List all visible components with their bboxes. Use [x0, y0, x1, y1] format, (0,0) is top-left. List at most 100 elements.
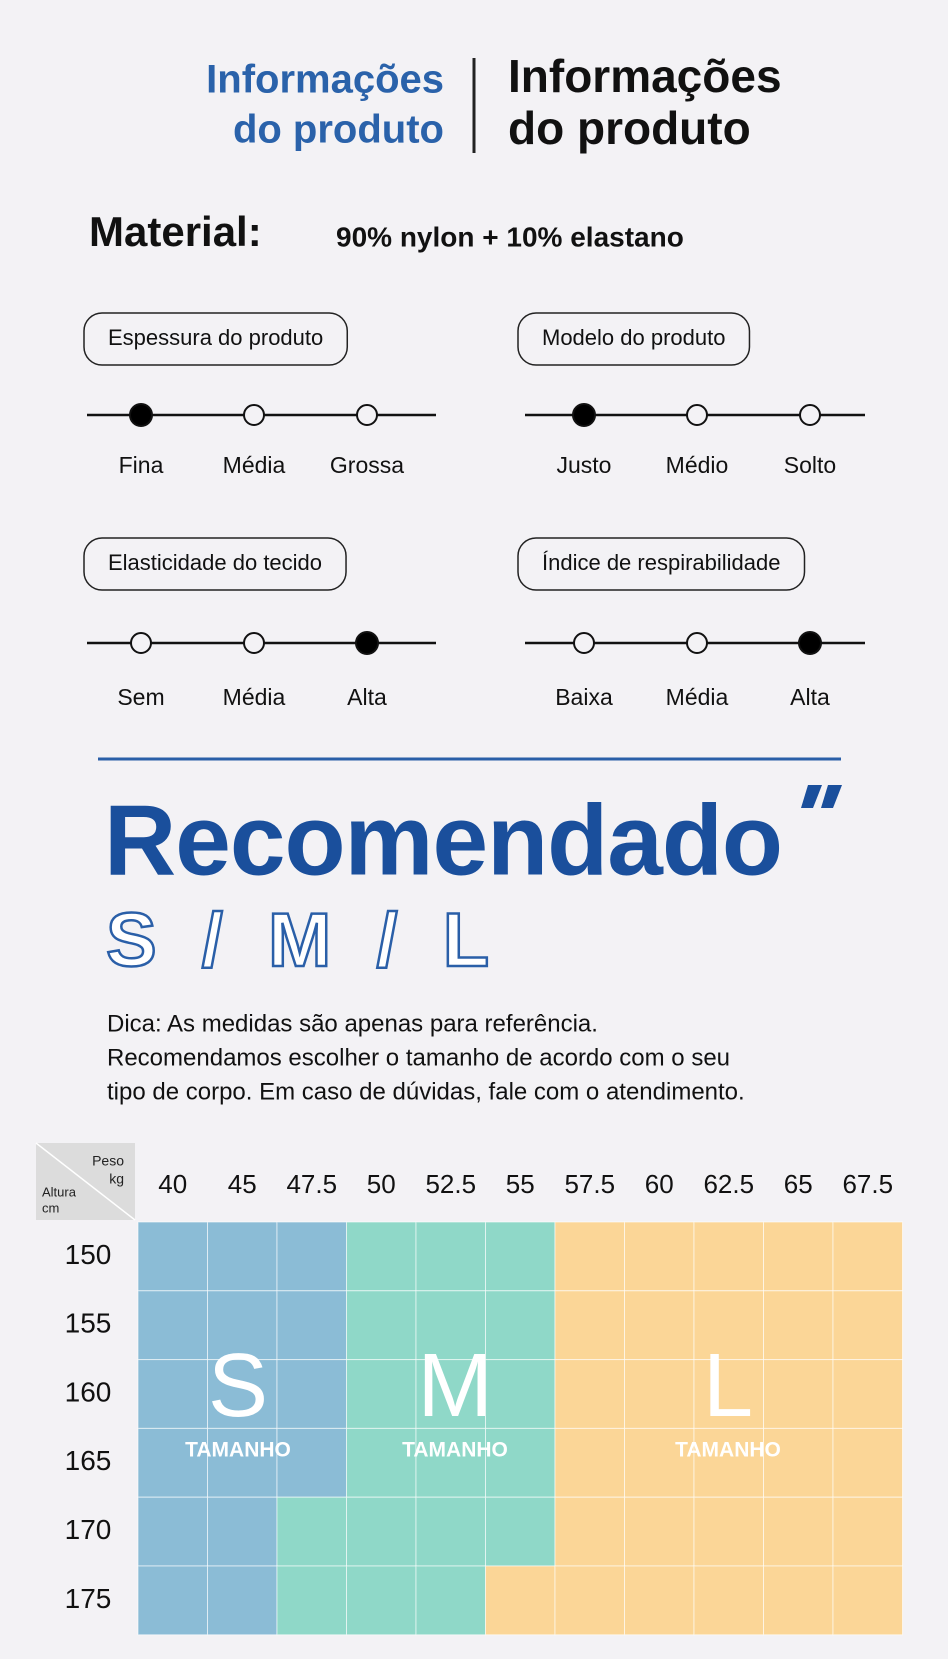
- size-cell: [554, 1221, 625, 1292]
- size-cell: [137, 1359, 208, 1429]
- header-title: Informações: [508, 50, 782, 102]
- scale-option: Sem: [117, 684, 164, 710]
- weight-tick: 67.5: [842, 1169, 893, 1199]
- header-title: do produto: [508, 102, 751, 154]
- scale-option: Alta: [790, 684, 830, 710]
- weight-tick: 52.5: [425, 1169, 476, 1199]
- size-cell: [276, 1427, 347, 1498]
- size-caption: TAMANHO: [675, 1439, 781, 1462]
- weight-tick: 50: [367, 1169, 396, 1199]
- size-cell: [554, 1427, 625, 1498]
- height-tick: 160: [65, 1376, 112, 1407]
- weight-label: Peso: [92, 1153, 124, 1169]
- size-cell: [693, 1565, 764, 1636]
- size-cell: [832, 1496, 903, 1567]
- scale-dot: [356, 404, 378, 426]
- size-cell: [207, 1427, 278, 1498]
- size-cell: [415, 1359, 486, 1429]
- scale-dot: [686, 404, 708, 426]
- scale-label: Modelo do produto: [542, 325, 725, 350]
- weight-tick: 65: [784, 1169, 813, 1199]
- size-cell: [485, 1565, 556, 1636]
- size-cell: [485, 1221, 556, 1292]
- weight-tick: 57.5: [564, 1169, 615, 1199]
- scale-label: Elasticidade do tecido: [108, 550, 322, 575]
- scale-option: Baixa: [555, 684, 613, 710]
- size-cell: [554, 1565, 625, 1636]
- weight-tick: 60: [645, 1169, 674, 1199]
- scale-pill: [517, 312, 751, 366]
- scale-option: Média: [223, 684, 286, 710]
- size-cell: [137, 1496, 208, 1567]
- size-cell: [207, 1221, 278, 1292]
- size-cell: [763, 1496, 834, 1567]
- recommend-title: Recomendado: [104, 784, 782, 896]
- scale-dot: [243, 404, 265, 426]
- size-cell: [832, 1221, 903, 1292]
- scale-option: Justo: [557, 452, 612, 478]
- size-cell: [624, 1221, 695, 1292]
- scale-pill: [517, 537, 806, 591]
- size-cell: [415, 1427, 486, 1498]
- size-cell: [207, 1565, 278, 1636]
- height-tick: 175: [65, 1583, 112, 1614]
- size-cell: [554, 1359, 625, 1429]
- scale-dot-selected: [798, 631, 822, 655]
- weight-label: kg: [109, 1171, 124, 1187]
- scale-option: Média: [223, 452, 286, 478]
- size-cell: [207, 1359, 278, 1429]
- size-cell: [763, 1359, 834, 1429]
- size-cell: [415, 1221, 486, 1292]
- header-title: do produto: [233, 108, 444, 152]
- material-label: Material:: [89, 208, 262, 255]
- corner-diagonal: [35, 1142, 136, 1221]
- size-cell: [693, 1290, 764, 1361]
- size-cell: [832, 1290, 903, 1361]
- size-caption: TAMANHO: [185, 1439, 291, 1462]
- sizes-text: S / M / L: [106, 898, 501, 983]
- size-cell: [763, 1221, 834, 1292]
- tip-line: tipo de corpo. Em caso de dúvidas, fale …: [107, 1078, 745, 1105]
- size-cell: [693, 1427, 764, 1498]
- size-cell: [624, 1427, 695, 1498]
- tip-line: Recomendamos escolher o tamanho de acord…: [107, 1044, 730, 1071]
- size-letter: L: [703, 1336, 753, 1436]
- scale-pill: [83, 537, 347, 591]
- scale-label: Índice de respirabilidade: [542, 550, 781, 575]
- size-letter: S: [208, 1336, 268, 1436]
- height-label: cm: [42, 1200, 59, 1215]
- header-title: Informações: [206, 58, 444, 102]
- size-letter: M: [418, 1336, 493, 1436]
- size-cell: [415, 1496, 486, 1567]
- size-cell: [693, 1221, 764, 1292]
- size-cell: [832, 1427, 903, 1498]
- height-tick: 155: [65, 1308, 112, 1339]
- weight-tick: 47.5: [286, 1169, 337, 1199]
- size-cell: [554, 1496, 625, 1567]
- size-cell: [137, 1221, 208, 1292]
- size-cell: [485, 1359, 556, 1429]
- size-cell: [137, 1290, 208, 1361]
- size-cell: [485, 1496, 556, 1567]
- scale-dot: [573, 632, 595, 654]
- height-tick: 170: [65, 1514, 112, 1545]
- material-value: 90% nylon + 10% elastano: [336, 221, 684, 252]
- scale-option: Grossa: [330, 452, 404, 478]
- scale-option: Fina: [119, 452, 164, 478]
- scale-dot-selected: [355, 631, 379, 655]
- size-cell: [554, 1290, 625, 1361]
- scale-dot: [243, 632, 265, 654]
- scale-dot: [130, 632, 152, 654]
- quote-mark: [821, 785, 842, 808]
- size-cell: [624, 1565, 695, 1636]
- scale-option: Solto: [784, 452, 836, 478]
- weight-tick: 55: [506, 1169, 535, 1199]
- size-cell: [137, 1565, 208, 1636]
- scale-dot-selected: [129, 403, 153, 427]
- height-tick: 150: [65, 1239, 112, 1270]
- scale-dot: [799, 404, 821, 426]
- size-cell: [832, 1565, 903, 1636]
- size-cell: [346, 1221, 417, 1292]
